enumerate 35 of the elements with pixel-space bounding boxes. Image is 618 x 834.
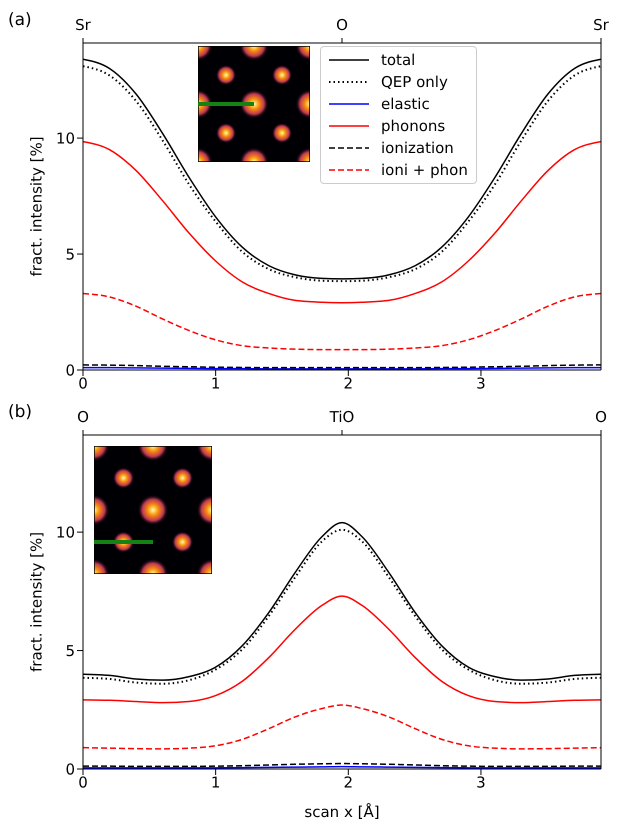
text: Sr [75,16,91,34]
text: O [595,408,607,426]
legend-label: ionization [381,138,454,159]
y-tick-label: 10 [56,129,75,148]
text: O [77,408,89,426]
x-tick-label: 2 [344,374,354,393]
text: O [336,16,348,34]
legend-label: phonons [381,116,446,137]
y-tick-label: 0 [65,760,75,778]
x-axis-title: scan x [Å] [304,803,380,821]
x-tick-label: 3 [476,774,486,792]
text: Sr [593,16,609,34]
line-series [83,140,601,304]
legend-label: QEP only [381,72,448,93]
y-tick-label: 5 [65,642,75,660]
chart-title: (b) [8,402,32,422]
x-tick-label: 1 [210,774,220,792]
x-tick-label: 0 [78,374,88,393]
y-axis-title: fract. intensity [%] [27,136,46,276]
x-tick-label: 1 [210,374,220,393]
legend-label: ioni + phon [381,160,468,181]
y-tick-label: 5 [65,245,75,264]
text: TiO [330,408,354,426]
y-tick-label: 0 [65,361,75,380]
legend-label: total [381,50,416,71]
y-tick-label: 10 [56,523,75,542]
x-tick-label: 2 [344,774,354,792]
x-tick-label: 3 [476,374,486,393]
line-series [83,704,601,750]
line-series [83,292,601,350]
x-tick-label: 0 [78,774,88,792]
legend-label: elastic [381,94,430,115]
y-axis-title: fract. intensity [%] [27,532,46,672]
line-series [83,595,601,704]
chart-title: (a) [8,10,32,30]
